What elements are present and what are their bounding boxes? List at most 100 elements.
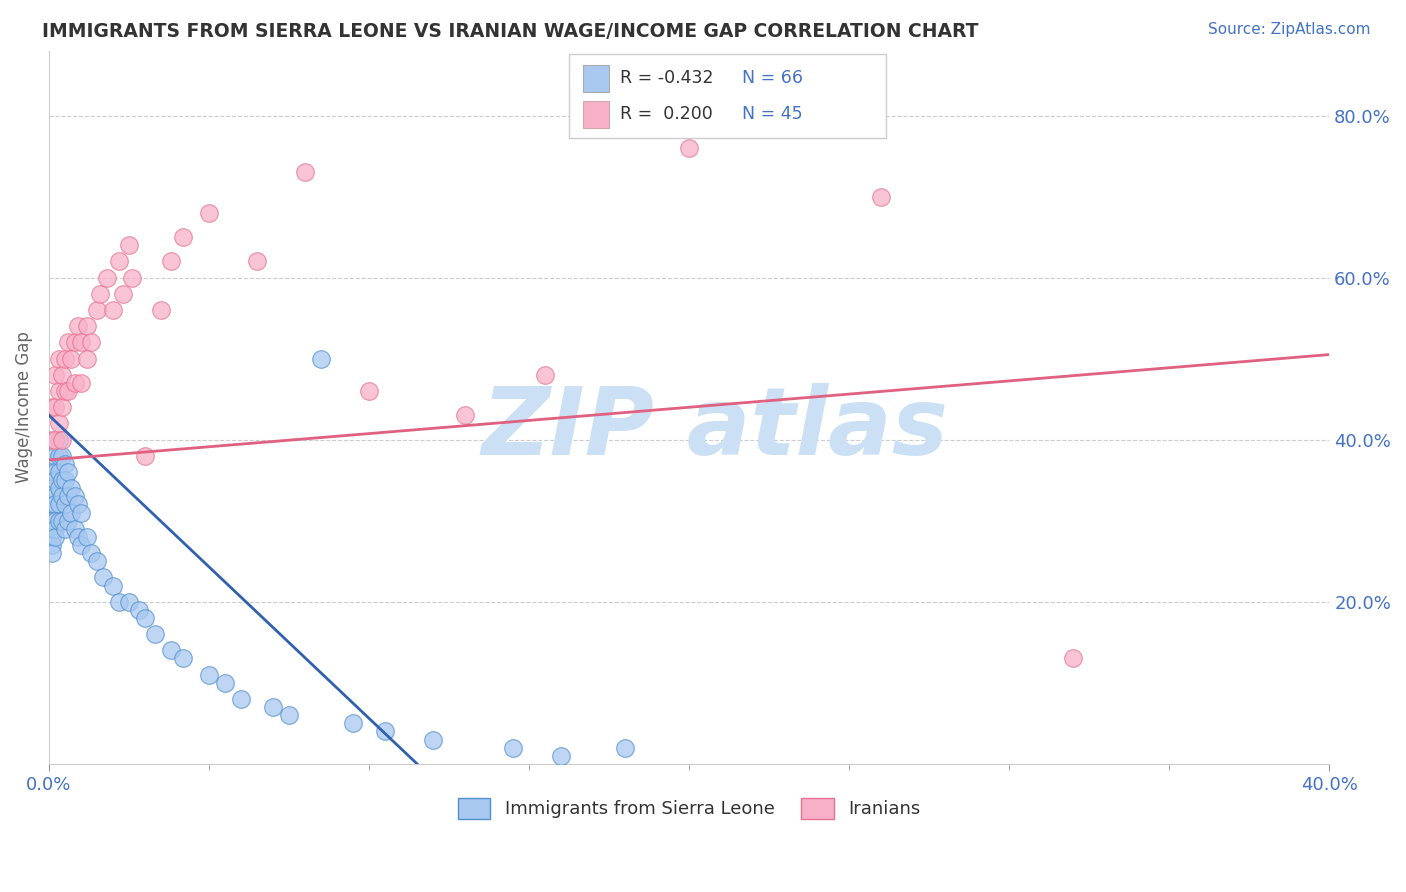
Point (89, 286, 111, 301)
Point (63, 335, 86, 350)
Point (56, 465, 79, 479)
Text: R = -0.432: R = -0.432 (620, 70, 714, 87)
Point (53, 473, 76, 487)
Point (70, 376, 93, 390)
Point (294, 165, 316, 179)
Point (63, 489, 86, 503)
Point (79, 546, 101, 560)
Point (278, 708, 301, 723)
Point (678, 141, 700, 155)
Point (159, 254, 181, 268)
Point (342, 716, 364, 731)
Point (108, 254, 131, 268)
Point (422, 732, 444, 747)
Point (48, 481, 70, 495)
Point (51, 433, 73, 447)
Point (53, 384, 76, 398)
Point (44, 514, 66, 528)
Point (41, 522, 63, 536)
Point (56, 514, 79, 528)
Text: R =  0.200: R = 0.200 (620, 105, 713, 123)
Point (86, 554, 108, 568)
Point (53, 351, 76, 366)
Point (76, 530, 98, 544)
Point (111, 286, 134, 301)
Point (66, 530, 89, 544)
Point (454, 409, 477, 423)
Point (101, 303, 124, 318)
Point (56, 489, 79, 503)
Point (44, 498, 66, 512)
Point (159, 643, 181, 657)
Point (198, 667, 221, 681)
Point (51, 473, 73, 487)
Point (48, 384, 70, 398)
Point (60, 481, 83, 495)
Point (614, 740, 637, 755)
Text: ZIP atlas: ZIP atlas (481, 383, 948, 475)
Point (48, 417, 70, 431)
Point (870, 189, 893, 203)
Point (246, 254, 269, 268)
Point (56, 384, 79, 398)
Point (118, 238, 141, 252)
Point (96, 270, 118, 285)
Point (51, 401, 73, 415)
Point (357, 384, 380, 398)
Point (172, 651, 194, 665)
Point (60, 506, 83, 520)
Point (44, 433, 66, 447)
Point (66, 319, 89, 334)
Point (44, 489, 66, 503)
Point (229, 692, 252, 706)
Point (134, 611, 156, 625)
Point (48, 514, 70, 528)
Point (150, 303, 173, 318)
Point (214, 675, 236, 690)
Point (66, 498, 89, 512)
Point (134, 449, 156, 463)
Point (48, 498, 70, 512)
Point (44, 465, 66, 479)
Point (44, 473, 66, 487)
Point (143, 627, 166, 641)
Point (41, 401, 63, 415)
Point (53, 522, 76, 536)
Point (44, 368, 66, 382)
Point (309, 351, 332, 366)
Point (79, 335, 101, 350)
Point (70, 335, 93, 350)
Point (41, 538, 63, 552)
Point (51, 489, 73, 503)
Point (48, 465, 70, 479)
Point (53, 457, 76, 471)
Point (44, 522, 66, 536)
Point (534, 368, 557, 382)
Point (374, 724, 396, 739)
Point (118, 595, 141, 609)
Text: IMMIGRANTS FROM SIERRA LEONE VS IRANIAN WAGE/INCOME GAP CORRELATION CHART: IMMIGRANTS FROM SIERRA LEONE VS IRANIAN … (42, 22, 979, 41)
Point (51, 368, 73, 382)
Point (56, 335, 79, 350)
Point (41, 465, 63, 479)
Legend: Immigrants from Sierra Leone, Iranians: Immigrants from Sierra Leone, Iranians (450, 791, 928, 826)
Point (76, 319, 98, 334)
Point (70, 538, 93, 552)
Point (1062, 651, 1084, 665)
Point (128, 603, 150, 617)
Point (60, 351, 83, 366)
Point (48, 433, 70, 447)
Point (262, 700, 284, 714)
Point (70, 506, 93, 520)
Point (48, 449, 70, 463)
Point (63, 376, 86, 390)
Point (53, 498, 76, 512)
Point (41, 433, 63, 447)
Point (41, 546, 63, 560)
Point (108, 595, 131, 609)
Point (63, 522, 86, 536)
Text: N = 66: N = 66 (742, 70, 803, 87)
Text: Source: ZipAtlas.com: Source: ZipAtlas.com (1208, 22, 1371, 37)
Point (41, 514, 63, 528)
Text: N = 45: N = 45 (742, 105, 803, 123)
